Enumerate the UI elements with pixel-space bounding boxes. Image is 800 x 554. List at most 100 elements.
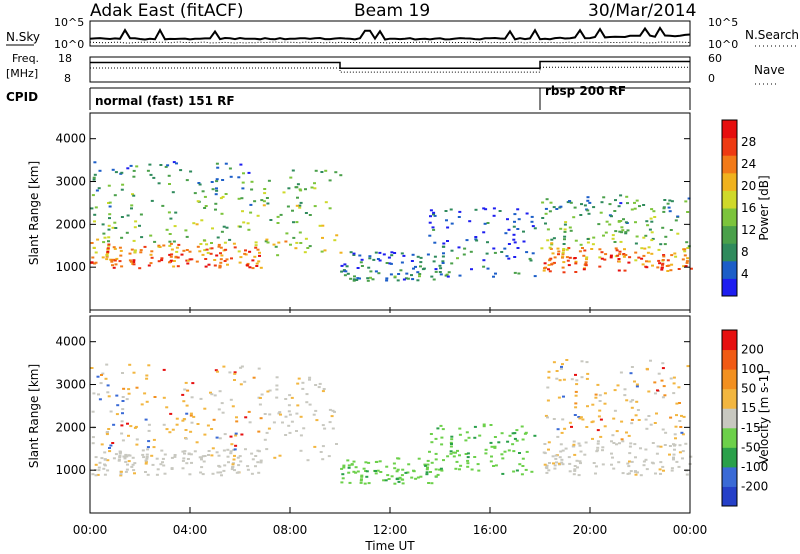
heatmap-cell — [223, 464, 227, 467]
heatmap-cell — [685, 261, 689, 264]
heatmap-cell — [577, 442, 581, 445]
heatmap-cell — [238, 261, 242, 264]
heatmap-cell — [190, 421, 194, 424]
heatmap-cell — [493, 436, 497, 438]
heatmap-cell — [544, 466, 548, 469]
heatmap-cell — [414, 477, 418, 480]
heatmap-cell — [678, 420, 682, 422]
heatmap-cell — [115, 394, 119, 397]
heatmap-cell — [149, 262, 153, 265]
power-frame — [89, 112, 691, 311]
heatmap-cell — [255, 265, 259, 267]
heatmap-cell — [562, 249, 565, 252]
heatmap-cell — [568, 421, 572, 424]
heatmap-cell — [103, 458, 107, 461]
heatmap-cell — [122, 387, 126, 390]
y-tick-label: 3000 — [55, 175, 86, 189]
heatmap-cell — [239, 163, 243, 166]
heatmap-cell — [478, 434, 482, 437]
heatmap-cell — [356, 267, 360, 269]
heatmap-cell — [112, 457, 116, 460]
heatmap-cell — [683, 254, 687, 257]
heatmap-cell — [230, 468, 234, 471]
heatmap-cell — [657, 372, 661, 375]
heatmap-cell — [552, 206, 556, 209]
heatmap-cell — [660, 379, 664, 382]
heatmap-cell — [645, 266, 649, 269]
heatmap-cell — [573, 414, 577, 416]
heatmap-cell — [279, 413, 282, 416]
heatmap-cell — [687, 197, 691, 200]
heatmap-cell — [507, 257, 511, 260]
heatmap-cell — [200, 458, 203, 461]
heatmap-cell — [389, 273, 393, 276]
heatmap-cell — [628, 256, 632, 259]
heatmap-cell — [360, 478, 363, 481]
heatmap-cell — [511, 432, 515, 435]
heatmap-cell — [382, 253, 386, 256]
heatmap-cell — [668, 445, 672, 447]
heatmap-cell — [220, 474, 223, 477]
heatmap-cell — [598, 248, 602, 251]
heatmap-cell — [682, 265, 686, 268]
heatmap-cell — [168, 183, 171, 185]
heatmap-cell — [385, 279, 389, 282]
colorbar-swatch — [722, 330, 737, 351]
heatmap-cell — [563, 235, 567, 238]
heatmap-cell — [90, 242, 94, 244]
heatmap-cell — [583, 204, 587, 207]
heatmap-cell — [152, 176, 156, 179]
heatmap-cell — [277, 412, 281, 415]
heatmap-cell — [229, 435, 233, 438]
heatmap-cell — [312, 413, 316, 416]
heatmap-cell — [544, 222, 547, 225]
heatmap-cell — [599, 435, 603, 438]
heatmap-cell — [278, 454, 282, 457]
heatmap-cell — [188, 473, 192, 476]
heatmap-cell — [98, 461, 102, 464]
heatmap-cell — [466, 465, 470, 468]
heatmap-cell — [547, 441, 551, 444]
heatmap-cell — [295, 412, 299, 415]
heatmap-cell — [568, 226, 572, 229]
heatmap-cell — [650, 208, 654, 211]
heatmap-cell — [102, 232, 106, 235]
heatmap-cell — [119, 473, 123, 476]
heatmap-cell — [168, 233, 172, 235]
heatmap-cell — [219, 471, 223, 474]
heatmap-cell — [504, 232, 508, 235]
heatmap-cell — [346, 459, 350, 462]
heatmap-cell — [565, 256, 569, 259]
heatmap-cell — [112, 246, 116, 249]
heatmap-cell — [379, 471, 383, 473]
heatmap-cell — [218, 437, 222, 440]
heatmap-cell — [377, 272, 381, 275]
heatmap-cell — [629, 400, 633, 403]
heatmap-cell — [631, 399, 635, 402]
heatmap-cell — [257, 471, 261, 474]
heatmap-cell — [610, 440, 613, 443]
heatmap-cell — [436, 427, 440, 430]
heatmap-cell — [578, 417, 582, 420]
heatmap-cell — [466, 462, 470, 465]
heatmap-cell — [586, 372, 590, 375]
heatmap-cell — [441, 255, 445, 258]
heatmap-cell — [233, 454, 236, 457]
heatmap-cell — [108, 201, 112, 204]
heatmap-cell — [229, 398, 233, 401]
heatmap-cell — [642, 254, 646, 257]
heatmap-cell — [563, 228, 567, 231]
heatmap-cell — [146, 169, 150, 172]
y-tick-label: 4000 — [55, 132, 86, 146]
heatmap-cell — [237, 464, 241, 467]
heatmap-cell — [246, 468, 250, 471]
heatmap-cell — [378, 460, 382, 463]
heatmap-cell — [135, 443, 139, 446]
heatmap-cell — [595, 450, 599, 453]
heatmap-cell — [179, 169, 183, 172]
heatmap-cell — [597, 415, 601, 418]
heatmap-cell — [466, 456, 470, 459]
heatmap-cell — [288, 394, 292, 397]
heatmap-cell — [468, 220, 472, 223]
heatmap-cell — [442, 242, 446, 245]
